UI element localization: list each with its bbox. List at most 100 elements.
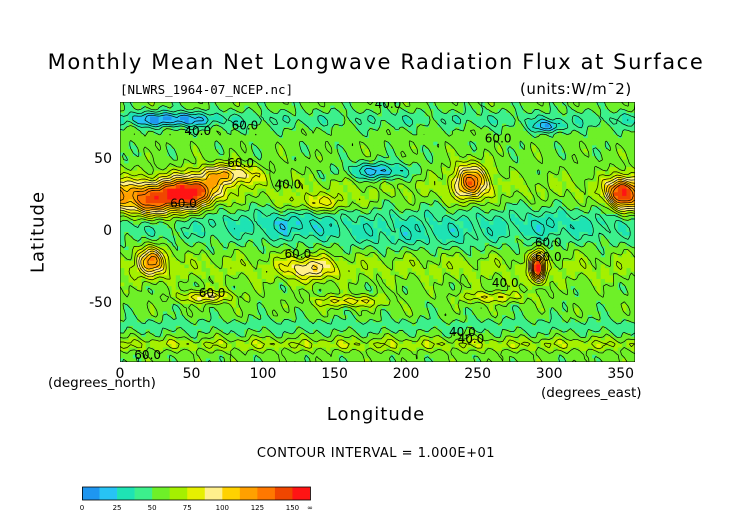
field-cell [235,112,241,118]
field-cell [441,109,447,114]
field-cell [295,138,301,143]
field-cell [334,181,340,186]
field-cell [454,199,460,204]
field-cell [424,170,430,175]
field-cell [459,105,464,110]
field-cell [532,130,537,136]
field-cell [592,102,597,107]
field-cell [446,203,452,208]
field-cell [540,127,546,132]
field-cell [489,177,494,183]
field-cell [381,116,387,121]
field-cell [549,185,555,190]
field-cell [480,192,486,197]
field-cell [587,102,593,107]
field-cell [317,195,323,201]
field-cell [188,156,194,161]
field-cell [188,159,194,164]
field-cell [270,156,276,161]
field-cell [158,102,164,107]
field-cell [527,145,533,150]
field-cell [390,203,396,208]
field-cell [600,181,606,186]
field-cell [566,127,572,132]
field-cell [120,174,125,179]
field-cell [454,138,460,143]
field-cell [257,242,263,248]
field-cell [416,250,422,255]
field-cell [476,188,482,193]
field-cell [283,163,288,168]
field-cell [463,148,469,154]
field-cell [403,213,409,219]
field-cell [411,181,417,186]
field-cell [510,170,516,175]
field-cell [592,206,597,211]
field-cell [407,188,413,193]
field-cell [604,134,610,139]
field-cell [300,159,306,164]
field-cell [175,199,181,204]
field-cell [514,116,520,121]
field-cell [334,148,340,154]
field-cell [128,185,134,190]
field-cell [330,250,336,255]
field-cell [463,105,469,110]
field-cell [326,185,331,190]
field-cell [617,130,623,136]
field-cell [626,195,632,201]
field-cell [484,116,490,121]
field-cell [506,152,512,157]
field-cell [489,120,494,125]
field-cell [510,239,516,244]
field-cell [244,141,250,146]
field-cell [270,109,276,114]
field-cell [248,120,254,125]
field-cell [201,123,207,128]
field-cell [210,145,216,150]
field-cell [497,148,503,154]
field-cell [630,112,635,118]
field-cell [523,174,529,179]
field-cell [600,116,606,121]
field-cell [347,145,353,150]
field-cell [304,159,310,164]
field-cell [377,203,383,208]
field-cell [192,188,198,193]
field-cell [300,148,306,154]
field-cell [566,177,572,183]
field-cell [278,123,284,128]
field-cell [574,102,580,107]
field-cell [424,167,430,172]
field-cell [549,163,555,168]
field-cell [407,109,413,114]
field-cell [188,120,194,125]
field-cell [197,159,203,164]
field-cell [566,228,572,233]
field-cell [287,116,293,121]
field-cell [120,167,125,172]
field-cell [167,152,173,157]
field-cell [223,174,228,179]
field-cell [574,210,580,215]
field-cell [270,188,276,193]
field-cell [420,141,426,146]
field-cell [536,138,542,143]
field-cell [433,167,439,172]
field-cell [150,127,155,132]
field-cell [480,159,486,164]
field-cell [261,203,267,208]
field-cell [441,130,447,136]
field-cell [459,185,464,190]
field-cell [265,235,271,240]
field-cell [592,163,597,168]
field-cell [210,141,216,146]
field-cell [317,109,323,114]
field-cell [510,109,516,114]
field-cell [253,109,258,114]
field-cell [240,134,246,139]
field-cell [338,239,344,244]
field-cell [527,195,533,201]
field-cell [459,232,464,237]
field-cell [424,138,430,143]
